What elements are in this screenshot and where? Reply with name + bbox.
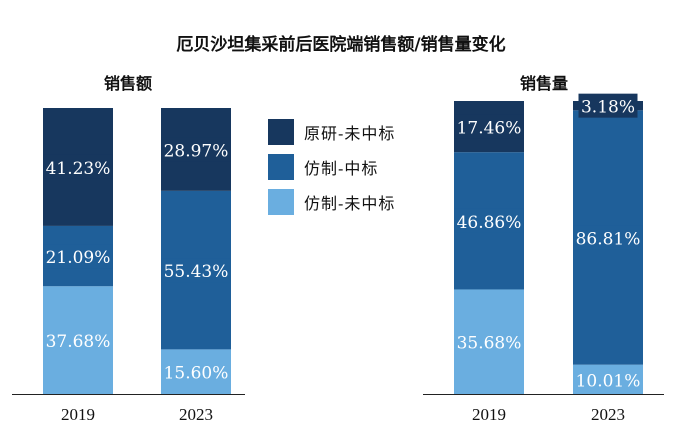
data-label: 21.09% [46, 248, 111, 268]
legend-swatch [268, 118, 294, 145]
data-label-bg [454, 208, 524, 233]
data-label-bg [161, 359, 231, 384]
x-tick-label: 2023 [591, 405, 625, 424]
data-label: 37.68% [46, 332, 111, 352]
legend-swatch [268, 188, 294, 215]
right-panel-title: 销售量 [520, 74, 569, 93]
x-tick-label: 2023 [179, 405, 213, 424]
data-label: 46.86% [457, 213, 522, 233]
data-label-bg [573, 367, 643, 392]
x-tick-label: 2019 [472, 405, 506, 424]
data-label: 17.46% [457, 119, 522, 139]
data-label-bg [43, 154, 113, 179]
data-label: 35.68% [457, 334, 522, 354]
legend-item: 仿制-未中标 [268, 184, 395, 219]
data-label: 15.60% [164, 364, 229, 384]
data-label: 3.18% [581, 98, 635, 118]
data-label-bg [161, 258, 231, 283]
legend-label: 仿制-中标 [304, 158, 379, 178]
legend-label: 原研-未中标 [304, 123, 396, 143]
x-tick-label: 2019 [61, 405, 95, 424]
left-panel-title: 销售额 [104, 74, 153, 93]
legend-swatch [268, 153, 294, 180]
data-label: 41.23% [46, 159, 111, 179]
data-label: 86.81% [576, 229, 641, 249]
data-label-bg [43, 244, 113, 269]
data-label: 10.01% [576, 371, 641, 391]
data-label-bg [161, 137, 231, 162]
legend: 原研-未中标 仿制-中标 仿制-未中标 [268, 114, 395, 219]
legend-item: 仿制-中标 [268, 149, 395, 184]
data-label: 28.97% [164, 141, 229, 161]
data-label-bg [573, 225, 643, 250]
data-label-bg [578, 93, 638, 118]
data-label: 55.43% [164, 262, 229, 282]
chart-title: 厄贝沙坦集采前后医院端销售额/销售量变化 [176, 35, 506, 55]
data-label-bg [454, 114, 524, 139]
data-label-bg [454, 329, 524, 354]
legend-item: 原研-未中标 [268, 114, 395, 149]
data-label-bg [43, 328, 113, 353]
legend-label: 仿制-未中标 [304, 193, 396, 213]
